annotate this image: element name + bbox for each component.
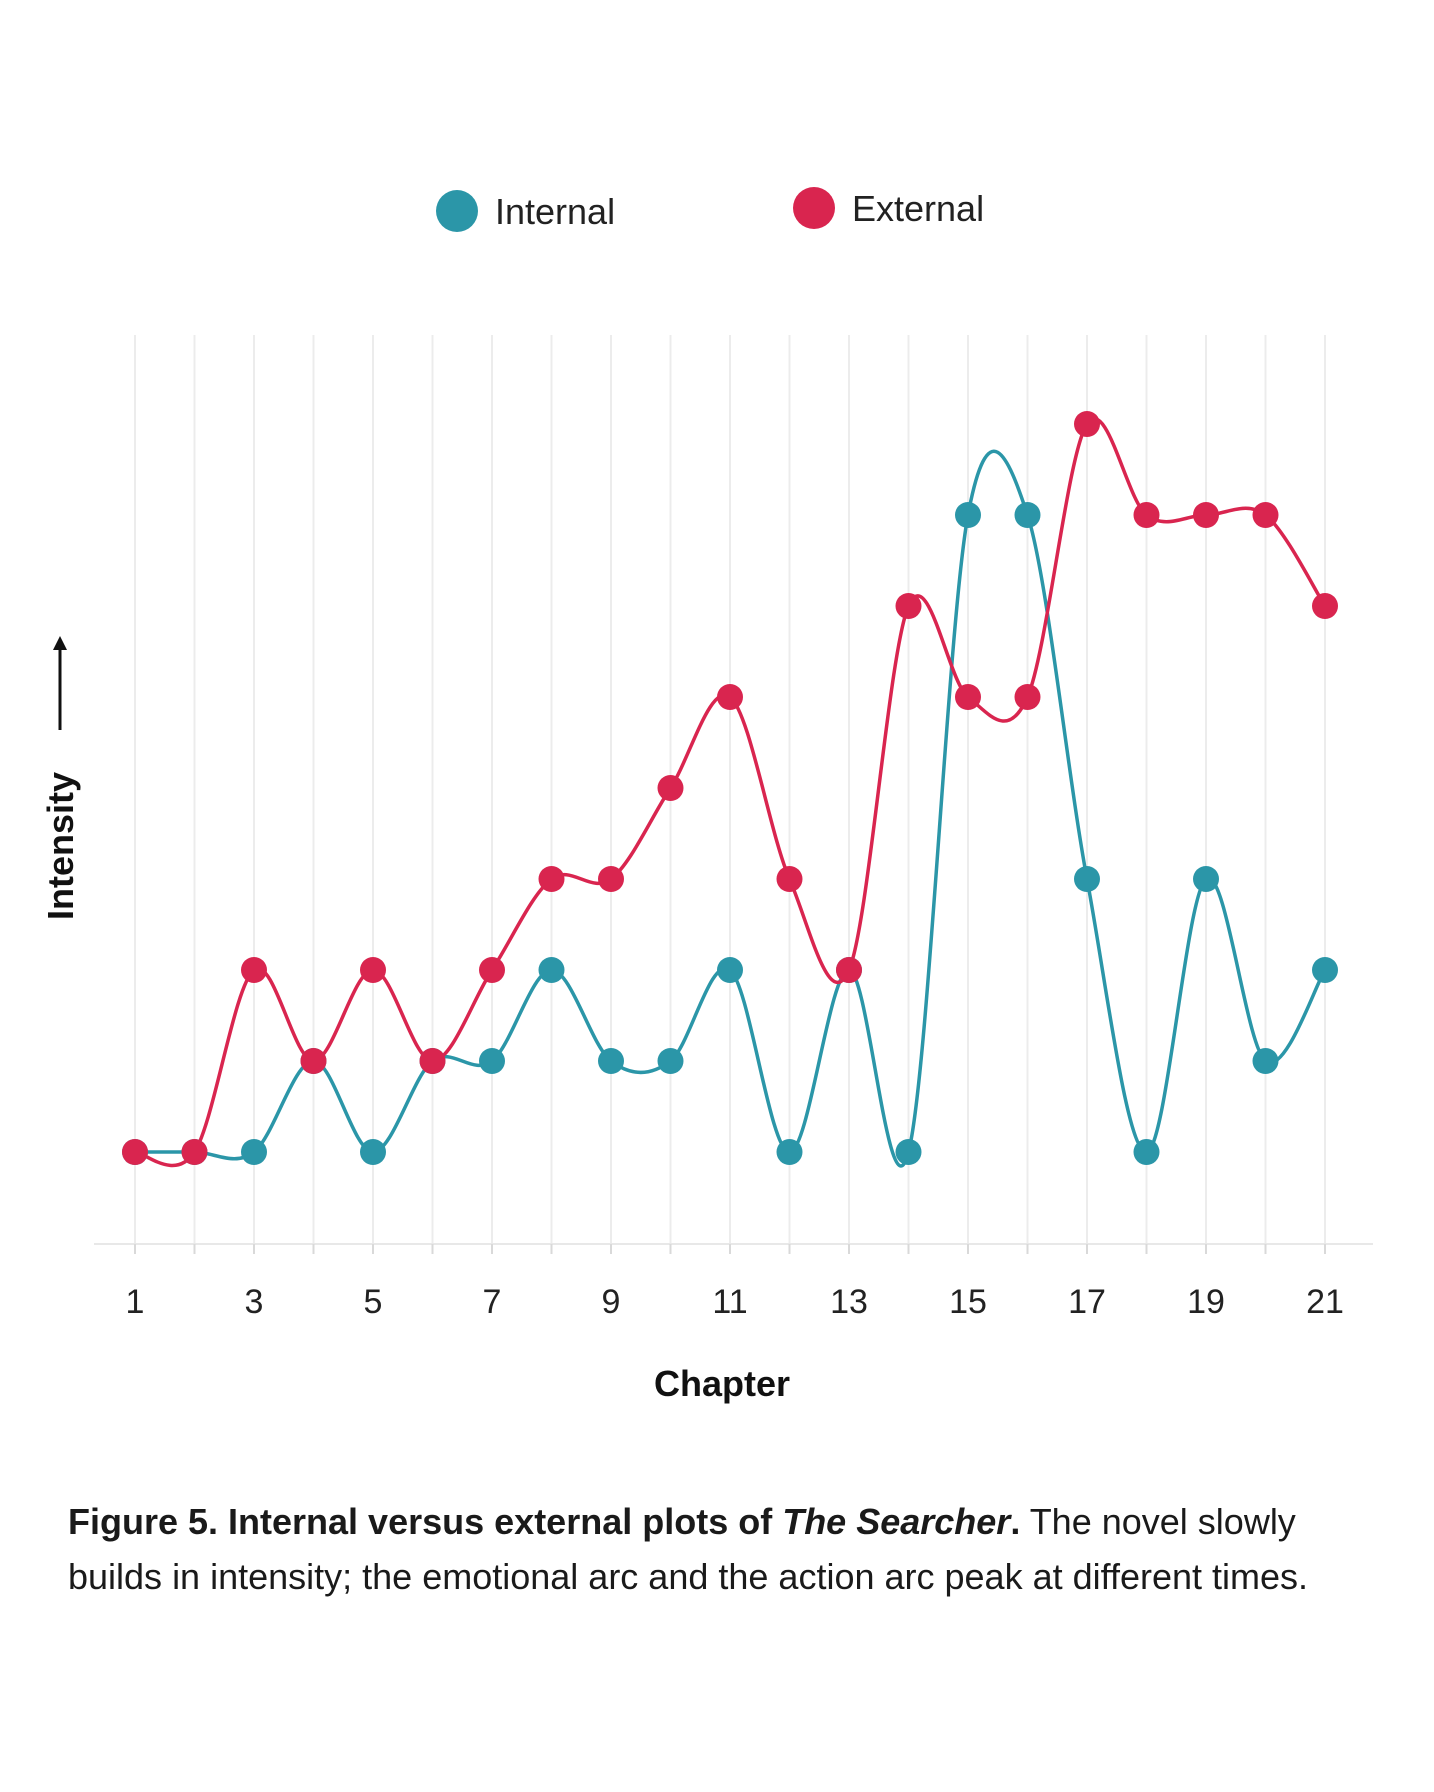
point-external-chapter-13 — [836, 957, 862, 983]
y-axis-arrow-head — [53, 636, 67, 650]
point-internal-chapter-12 — [776, 1139, 803, 1165]
point-external-chapter-8 — [538, 866, 565, 892]
point-external-chapter-19 — [1193, 502, 1219, 528]
point-external-chapter-1 — [122, 1139, 148, 1165]
x-tick-label-5: 5 — [364, 1283, 383, 1321]
point-internal-chapter-16 — [1014, 502, 1041, 528]
point-internal-chapter-3 — [241, 1139, 267, 1165]
x-tick-label-9: 9 — [602, 1283, 621, 1321]
point-internal-chapter-20 — [1252, 1048, 1279, 1074]
figure-caption: Figure 5. Internal versus external plots… — [68, 1494, 1368, 1604]
x-tick-label-19: 19 — [1187, 1283, 1225, 1321]
y-axis-title-group: Intensity — [40, 772, 81, 920]
x-tick-label-3: 3 — [245, 1283, 264, 1321]
caption-text: The novel slowly builds in intensity; th… — [68, 1501, 1309, 1597]
point-external-chapter-2 — [181, 1139, 208, 1165]
x-tick-label-1: 1 — [126, 1283, 145, 1321]
grid — [134, 335, 1326, 1244]
point-external-chapter-6 — [419, 1048, 446, 1074]
point-internal-chapter-14 — [895, 1139, 922, 1165]
point-internal-chapter-5 — [360, 1139, 386, 1165]
point-external-chapter-16 — [1014, 684, 1041, 710]
point-external-chapter-12 — [776, 866, 803, 892]
x-axis-tick-labels: 1 3 5 7 9 11 13 15 17 19 21 — [126, 1283, 1344, 1321]
point-internal-chapter-8 — [538, 957, 565, 983]
x-axis-ticks — [134, 1244, 1326, 1254]
legend-internal-marker — [436, 190, 478, 232]
y-axis-title: Intensity — [40, 772, 81, 920]
point-internal-chapter-10 — [657, 1048, 684, 1074]
point-external-chapter-20 — [1252, 502, 1279, 528]
point-external-chapter-7 — [479, 957, 505, 983]
x-tick-label-11: 11 — [712, 1283, 747, 1321]
point-external-chapter-3 — [241, 957, 267, 983]
point-internal-chapter-7 — [479, 1048, 505, 1074]
chart: Internal External 1 3 5 7 9 11 13 15 17 19 21 Chap… — [40, 187, 1373, 1404]
legend: Internal External — [436, 187, 984, 232]
x-tick-label-15: 15 — [949, 1283, 987, 1321]
point-external-chapter-4 — [300, 1048, 327, 1074]
point-external-chapter-5 — [360, 957, 386, 983]
point-internal-chapter-21 — [1312, 957, 1338, 983]
point-external-chapter-11 — [717, 684, 743, 710]
point-external-chapter-9 — [598, 866, 624, 892]
point-external-chapter-21 — [1312, 593, 1338, 619]
point-internal-chapter-9 — [598, 1048, 624, 1074]
point-internal-chapter-15 — [955, 502, 981, 528]
legend-external-label: External — [852, 188, 984, 229]
x-tick-label-7: 7 — [483, 1283, 502, 1321]
caption-bold-end: . — [1010, 1501, 1021, 1542]
x-axis-title: Chapter — [654, 1363, 790, 1404]
x-tick-label-13: 13 — [830, 1283, 868, 1321]
point-external-chapter-14 — [895, 593, 922, 619]
y-axis-arrow — [53, 636, 67, 730]
x-tick-label-21: 21 — [1306, 1283, 1344, 1321]
legend-internal-label: Internal — [495, 191, 615, 232]
point-external-chapter-15 — [955, 684, 981, 710]
point-external-chapter-17 — [1074, 411, 1100, 437]
point-internal-chapter-19 — [1193, 866, 1219, 892]
x-tick-label-17: 17 — [1068, 1283, 1106, 1321]
caption-title: The Searcher — [782, 1501, 1011, 1542]
point-external-chapter-18 — [1133, 502, 1160, 528]
series-points — [122, 411, 1338, 1165]
point-internal-chapter-11 — [717, 957, 743, 983]
legend-external-marker — [793, 187, 835, 229]
point-external-chapter-10 — [657, 775, 684, 801]
point-internal-chapter-17 — [1074, 866, 1100, 892]
caption-bold: Figure 5. Internal versus external plots… — [68, 1501, 783, 1542]
point-internal-chapter-18 — [1133, 1139, 1160, 1165]
